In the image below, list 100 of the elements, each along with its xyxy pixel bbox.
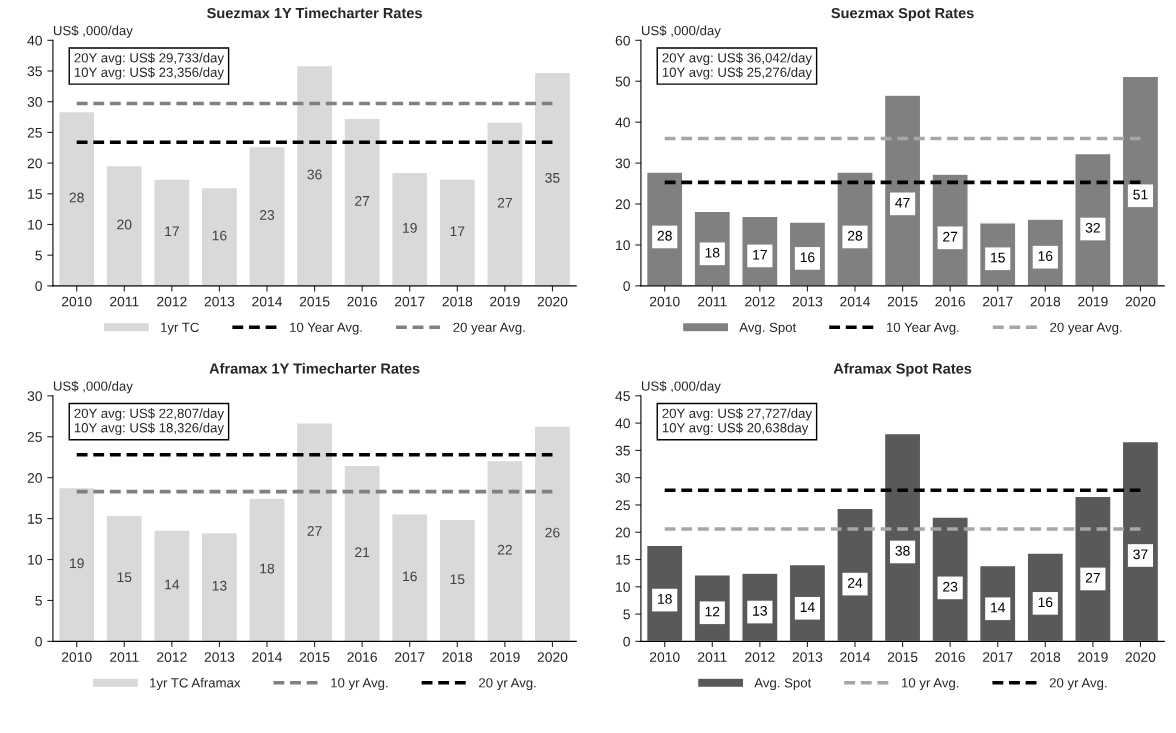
bar xyxy=(836,171,874,286)
data-label: 19 xyxy=(70,558,84,569)
bar xyxy=(343,117,381,286)
bar xyxy=(153,529,191,642)
bar xyxy=(248,497,286,642)
y-tick-label: 60 xyxy=(615,35,630,46)
annotation: 20Y avg: US$ 29,733/day 10Y avg: US$ 23,356/day xyxy=(74,52,224,80)
chart-title: Suezmax Spot Rates xyxy=(831,7,974,22)
x-tick-label: 2014 xyxy=(840,296,871,307)
data-label: 23 xyxy=(943,581,958,592)
x-tick-label: 2015 xyxy=(887,296,918,307)
data-label: 27 xyxy=(355,195,370,206)
data-label: 17 xyxy=(165,226,179,237)
x-tick-label: 2010 xyxy=(61,652,92,662)
chart-title: Aframax Spot Rates xyxy=(833,363,972,377)
y-tick-label: 40 xyxy=(615,117,630,128)
bar xyxy=(1121,75,1160,286)
x-tick-label: 2019 xyxy=(490,652,520,662)
x-tick-label: 2016 xyxy=(935,296,965,307)
data-label: 35 xyxy=(545,172,560,183)
data-label: 21 xyxy=(355,547,370,557)
x-tick-label: 2020 xyxy=(537,296,568,307)
y-tick-label: 30 xyxy=(615,473,630,483)
bar xyxy=(533,71,572,286)
y-tick-label: 0 xyxy=(623,281,630,292)
data-label: 12 xyxy=(705,606,720,617)
legend-label: 10 yr Avg. xyxy=(902,678,959,691)
bar xyxy=(883,432,922,642)
data-label: 28 xyxy=(657,230,672,241)
data-label: 36 xyxy=(307,169,322,180)
x-tick-label: 2017 xyxy=(394,296,425,307)
data-label: 14 xyxy=(991,602,1006,613)
data-label: 22 xyxy=(497,544,512,555)
bar xyxy=(57,110,96,286)
y-tick-label: 30 xyxy=(27,391,42,401)
x-tick-label: 2020 xyxy=(1125,296,1156,307)
data-label: 26 xyxy=(545,527,560,538)
data-label: 15 xyxy=(450,574,465,585)
bar xyxy=(1074,152,1112,286)
x-tick-label: 2018 xyxy=(442,296,473,307)
x-tick-label: 2016 xyxy=(347,296,377,307)
y-tick-label: 40 xyxy=(615,418,630,429)
x-tick-label: 2011 xyxy=(698,652,727,662)
x-tick-label: 2011 xyxy=(110,652,139,662)
x-tick-label: 2019 xyxy=(1078,296,1108,307)
data-label: 18 xyxy=(260,563,275,574)
y-tick-label: 10 xyxy=(616,240,630,251)
x-tick-label: 2020 xyxy=(1125,652,1156,662)
y-tick-label: 25 xyxy=(27,432,42,442)
y-tick-label: 45 xyxy=(615,391,630,401)
legend-label: Avg. Spot xyxy=(754,678,812,691)
bar xyxy=(1074,495,1112,642)
data-label: 14 xyxy=(800,602,815,612)
y-tick-label: 25 xyxy=(27,127,42,138)
legend-label: 10 yr Avg. xyxy=(331,678,388,691)
data-label: 24 xyxy=(847,578,863,588)
data-label: 16 xyxy=(1038,597,1053,608)
y-tick-label: 0 xyxy=(623,636,630,647)
bar xyxy=(390,512,429,642)
x-tick-label: 2015 xyxy=(299,296,330,307)
data-label: 28 xyxy=(69,192,84,203)
y-axis-title: US$ ,000/day xyxy=(641,380,721,394)
y-tick-label: 20 xyxy=(615,199,630,210)
y-tick-label: 5 xyxy=(35,595,42,606)
legend-label: 20 year Avg. xyxy=(453,322,525,335)
y-tick-label: 30 xyxy=(615,158,630,169)
bar xyxy=(836,507,874,642)
data-label: 15 xyxy=(117,572,132,583)
y-tick-label: 25 xyxy=(615,500,630,511)
legend-label: 20 yr Avg. xyxy=(1049,678,1107,691)
y-tick-label: 30 xyxy=(27,97,42,107)
bar xyxy=(153,178,191,286)
bar xyxy=(57,486,96,642)
bar xyxy=(200,531,239,642)
x-tick-label: 2017 xyxy=(394,652,425,662)
x-tick-label: 2014 xyxy=(252,652,283,662)
y-tick-label: 10 xyxy=(28,219,42,230)
data-label: 27 xyxy=(1085,572,1100,583)
y-tick-label: 5 xyxy=(623,609,630,620)
x-tick-label: 2012 xyxy=(157,296,187,307)
x-tick-label: 2013 xyxy=(792,652,823,662)
bar xyxy=(486,459,524,642)
chart-title: Suezmax 1Y Timecharter Rates xyxy=(207,7,422,19)
x-tick-label: 2012 xyxy=(745,652,775,662)
data-label: 38 xyxy=(895,545,910,556)
x-tick-label: 2011 xyxy=(698,296,727,307)
data-label: 13 xyxy=(212,580,227,591)
x-tick-label: 2016 xyxy=(935,652,965,662)
data-label: 27 xyxy=(307,526,322,536)
y-tick-label: 20 xyxy=(27,158,42,169)
data-label: 16 xyxy=(403,571,417,582)
x-tick-label: 2015 xyxy=(299,652,330,662)
x-tick-label: 2020 xyxy=(537,652,568,662)
data-label: 13 xyxy=(753,605,767,616)
chart-title: Aframax 1Y Timecharter Rates xyxy=(209,363,420,374)
legend-label: 1yr TC xyxy=(161,322,199,335)
data-label: 18 xyxy=(705,247,720,258)
annotation: 20Y avg: US$ 22,807/day 10Y avg: US$ 18,326/day xyxy=(74,408,224,436)
data-label: 51 xyxy=(1133,189,1148,200)
x-tick-label: 2015 xyxy=(887,652,918,662)
